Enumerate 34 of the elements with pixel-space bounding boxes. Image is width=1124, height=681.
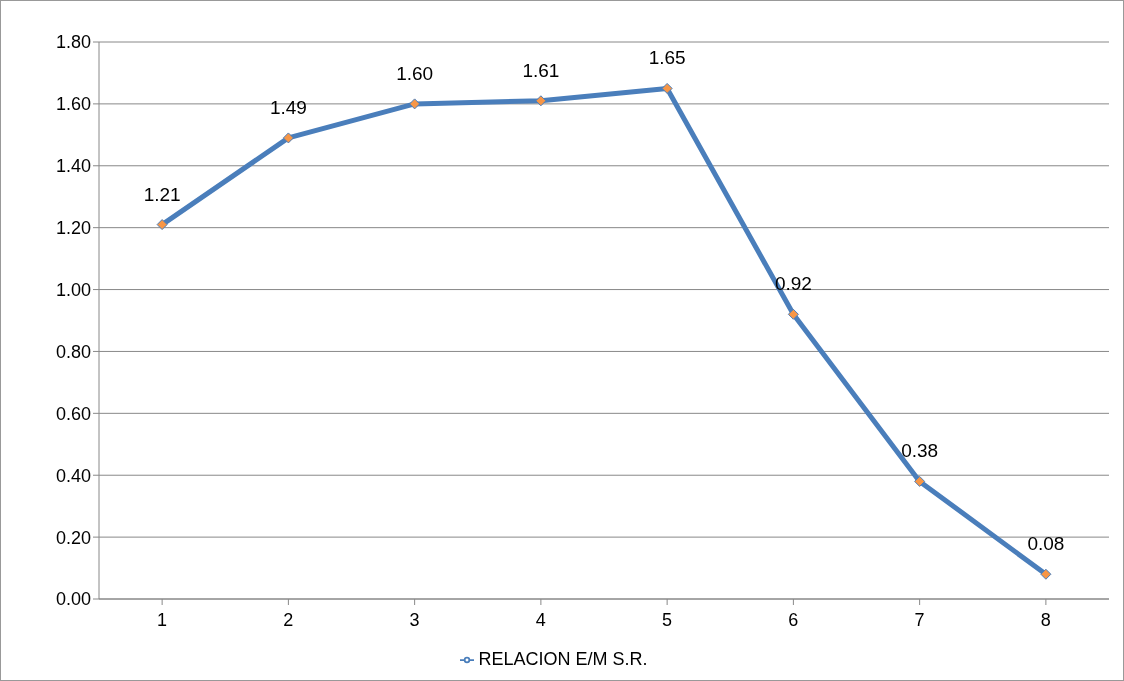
data-label: 0.38 <box>901 440 939 462</box>
x-tick-label: 3 <box>409 609 420 630</box>
x-tick-label: 8 <box>1040 609 1051 630</box>
y-tick-label: 0.40 <box>55 465 91 486</box>
x-tick-label: 6 <box>788 609 799 630</box>
data-label: 1.21 <box>143 183 181 205</box>
x-tick-label: 4 <box>535 609 546 630</box>
point <box>1040 568 1052 580</box>
data-label: 1.49 <box>269 96 307 118</box>
legend-label: RELACION E/M S.R. <box>478 649 648 669</box>
x-tick-label: 5 <box>662 609 673 630</box>
point <box>282 132 294 144</box>
x-tick-label: 1 <box>157 609 168 630</box>
point <box>661 82 673 94</box>
y-tick-label: 0.20 <box>55 527 91 548</box>
y-tick-label: 1.80 <box>55 32 91 53</box>
y-tick-label: 0.00 <box>55 589 91 610</box>
point <box>787 308 799 320</box>
y-tick-label: 0.80 <box>55 341 91 362</box>
data-label: 1.60 <box>396 62 434 84</box>
y-tick-label: 0.60 <box>55 403 91 424</box>
point <box>914 475 926 487</box>
x-tick-label: 7 <box>914 609 925 630</box>
x-tick-label: 2 <box>283 609 294 630</box>
y-tick-label: 1.40 <box>55 156 91 177</box>
point <box>535 95 547 107</box>
data-label: 1.65 <box>648 47 686 69</box>
y-tick-label: 1.60 <box>55 94 91 115</box>
data-label: 0.08 <box>1027 533 1065 555</box>
y-tick-label: 1.00 <box>55 279 91 300</box>
data-label: 1.61 <box>522 59 560 81</box>
point <box>156 219 168 231</box>
point <box>409 98 421 110</box>
y-tick-label: 1.20 <box>55 218 91 239</box>
